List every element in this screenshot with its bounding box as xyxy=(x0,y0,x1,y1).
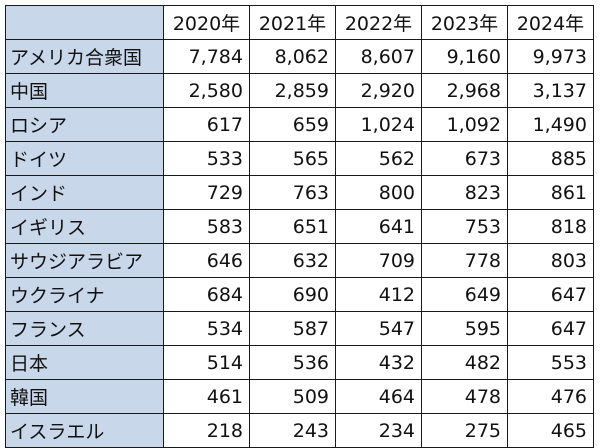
table-cell[interactable]: 861 xyxy=(507,175,594,210)
table-cell[interactable]: 729 xyxy=(163,175,250,210)
table-cell[interactable]: 587 xyxy=(249,311,336,346)
table-cell[interactable]: 1,092 xyxy=(421,107,508,142)
table-cell[interactable]: 2,968 xyxy=(421,73,508,108)
table-cell[interactable]: 478 xyxy=(421,379,508,414)
table-cell[interactable]: 763 xyxy=(249,175,336,210)
table-cell[interactable]: 8,607 xyxy=(335,39,422,74)
table-cell[interactable]: 651 xyxy=(249,209,336,244)
table-row: ウクライナ 684 690 412 649 647 xyxy=(5,277,594,312)
table-row: アメリカ合衆国 7,784 8,062 8,607 9,160 9,973 xyxy=(5,39,594,74)
table-cell[interactable]: 553 xyxy=(507,345,594,380)
table-cell[interactable]: 514 xyxy=(163,345,250,380)
table-cell[interactable]: 641 xyxy=(335,209,422,244)
corner-cell[interactable] xyxy=(5,5,164,40)
table-cell[interactable]: 632 xyxy=(249,243,336,278)
row-label[interactable]: インド xyxy=(5,175,164,210)
table-cell[interactable]: 7,784 xyxy=(163,39,250,74)
column-header[interactable]: 2020年 xyxy=(163,5,250,40)
row-label[interactable]: 韓国 xyxy=(5,379,164,414)
table-cell[interactable]: 534 xyxy=(163,311,250,346)
table-cell[interactable]: 823 xyxy=(421,175,508,210)
table-cell[interactable]: 218 xyxy=(163,413,250,448)
table-row: イスラエル 218 243 234 275 465 xyxy=(5,413,594,448)
column-header[interactable]: 2022年 xyxy=(335,5,422,40)
table-cell[interactable]: 1,024 xyxy=(335,107,422,142)
table-cell[interactable]: 465 xyxy=(507,413,594,448)
table-cell[interactable]: 482 xyxy=(421,345,508,380)
table-cell[interactable]: 583 xyxy=(163,209,250,244)
table-row: イギリス 583 651 641 753 818 xyxy=(5,209,594,244)
table-cell[interactable]: 803 xyxy=(507,243,594,278)
table-row: フランス 534 587 547 595 647 xyxy=(5,311,594,346)
table-cell[interactable]: 243 xyxy=(249,413,336,448)
table-row: 日本 514 536 432 482 553 xyxy=(5,345,594,380)
table-cell[interactable]: 275 xyxy=(421,413,508,448)
table-cell[interactable]: 684 xyxy=(163,277,250,312)
table-cell[interactable]: 647 xyxy=(507,277,594,312)
table-cell[interactable]: 617 xyxy=(163,107,250,142)
table-cell[interactable]: 533 xyxy=(163,141,250,176)
data-table: 2020年 2021年 2022年 2023年 2024年 アメリカ合衆国 7,… xyxy=(5,5,594,448)
spreadsheet-region: 2020年 2021年 2022年 2023年 2024年 アメリカ合衆国 7,… xyxy=(5,5,594,448)
table-cell[interactable]: 659 xyxy=(249,107,336,142)
row-label[interactable]: ウクライナ xyxy=(5,277,164,312)
table-row: 中国 2,580 2,859 2,920 2,968 3,137 xyxy=(5,73,594,108)
table-cell[interactable]: 461 xyxy=(163,379,250,414)
table-cell[interactable]: 464 xyxy=(335,379,422,414)
table-cell[interactable]: 547 xyxy=(335,311,422,346)
table-cell[interactable]: 8,062 xyxy=(249,39,336,74)
row-label[interactable]: アメリカ合衆国 xyxy=(5,39,164,74)
row-label[interactable]: フランス xyxy=(5,311,164,346)
table-cell[interactable]: 885 xyxy=(507,141,594,176)
table-cell[interactable]: 646 xyxy=(163,243,250,278)
table-cell[interactable]: 2,920 xyxy=(335,73,422,108)
table-cell[interactable]: 509 xyxy=(249,379,336,414)
table-cell[interactable]: 3,137 xyxy=(507,73,594,108)
table-cell[interactable]: 595 xyxy=(421,311,508,346)
row-label[interactable]: ロシア xyxy=(5,107,164,142)
column-header[interactable]: 2024年 xyxy=(507,5,594,40)
table-cell[interactable]: 536 xyxy=(249,345,336,380)
table-row: サウジアラビア 646 632 709 778 803 xyxy=(5,243,594,278)
row-label[interactable]: イスラエル xyxy=(5,413,164,448)
table-cell[interactable]: 753 xyxy=(421,209,508,244)
table-row: ドイツ 533 565 562 673 885 xyxy=(5,141,594,176)
table-cell[interactable]: 476 xyxy=(507,379,594,414)
table-cell[interactable]: 647 xyxy=(507,311,594,346)
table-row: ロシア 617 659 1,024 1,092 1,490 xyxy=(5,107,594,142)
table-cell[interactable]: 2,580 xyxy=(163,73,250,108)
column-header[interactable]: 2021年 xyxy=(249,5,336,40)
table-cell[interactable]: 673 xyxy=(421,141,508,176)
table-cell[interactable]: 818 xyxy=(507,209,594,244)
column-header[interactable]: 2023年 xyxy=(421,5,508,40)
table-cell[interactable]: 432 xyxy=(335,345,422,380)
table-cell[interactable]: 778 xyxy=(421,243,508,278)
table-cell[interactable]: 9,973 xyxy=(507,39,594,74)
table-cell[interactable]: 709 xyxy=(335,243,422,278)
row-label[interactable]: ドイツ xyxy=(5,141,164,176)
table-cell[interactable]: 234 xyxy=(335,413,422,448)
table-cell[interactable]: 2,859 xyxy=(249,73,336,108)
table-cell[interactable]: 9,160 xyxy=(421,39,508,74)
table-cell[interactable]: 565 xyxy=(249,141,336,176)
row-label[interactable]: イギリス xyxy=(5,209,164,244)
table-cell[interactable]: 1,490 xyxy=(507,107,594,142)
table-cell[interactable]: 649 xyxy=(421,277,508,312)
table-cell[interactable]: 412 xyxy=(335,277,422,312)
row-label[interactable]: サウジアラビア xyxy=(5,243,164,278)
table-row: インド 729 763 800 823 861 xyxy=(5,175,594,210)
header-row: 2020年 2021年 2022年 2023年 2024年 xyxy=(5,5,594,40)
table-cell[interactable]: 562 xyxy=(335,141,422,176)
row-label[interactable]: 中国 xyxy=(5,73,164,108)
row-label[interactable]: 日本 xyxy=(5,345,164,380)
table-row: 韓国 461 509 464 478 476 xyxy=(5,379,594,414)
table-cell[interactable]: 690 xyxy=(249,277,336,312)
table-cell[interactable]: 800 xyxy=(335,175,422,210)
